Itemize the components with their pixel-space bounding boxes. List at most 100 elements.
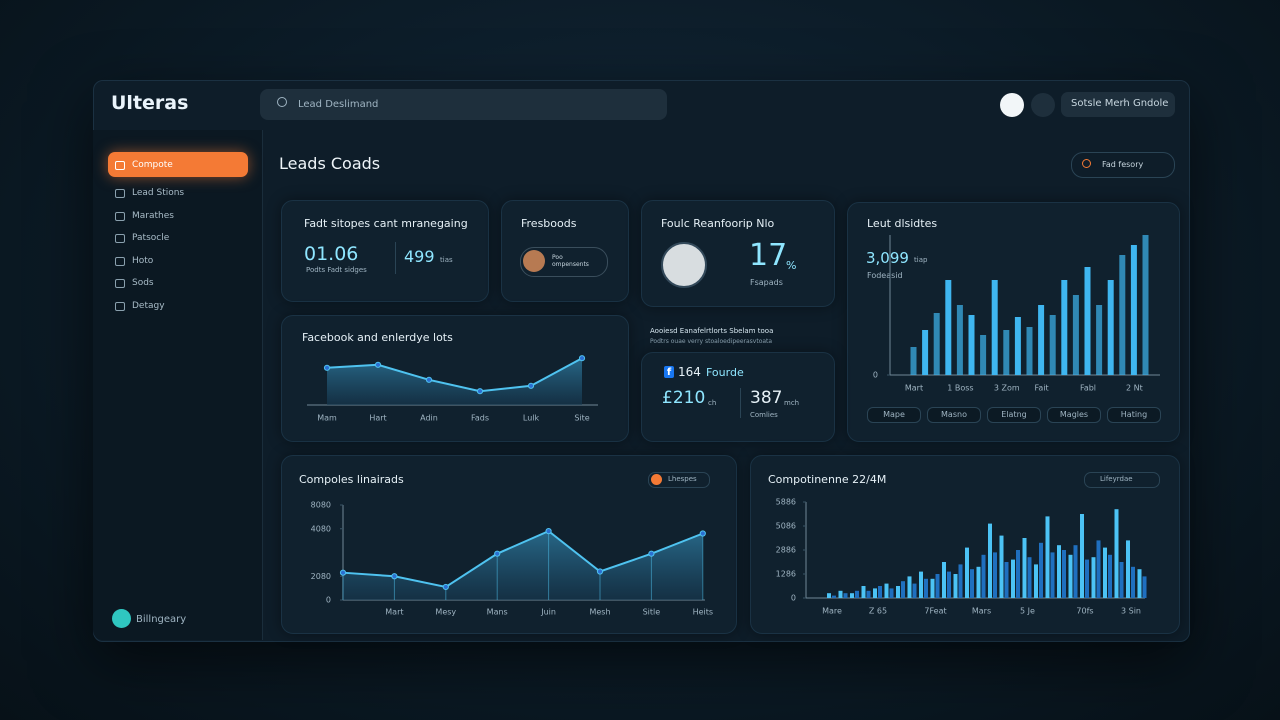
nav-item[interactable]: Lead Stions	[132, 188, 185, 198]
chip-button[interactable]: Mape	[867, 407, 921, 423]
bar	[1057, 545, 1061, 598]
filter-button[interactable]	[1071, 152, 1175, 178]
bar	[1114, 509, 1119, 598]
bar	[1131, 566, 1135, 598]
user-avatar	[112, 609, 131, 628]
bar	[1085, 559, 1089, 598]
badge[interactable]	[1084, 472, 1160, 488]
bar	[1003, 330, 1010, 375]
point	[476, 388, 484, 395]
x-tick-label: 2 Nt	[1126, 384, 1143, 393]
bar	[1096, 305, 1103, 375]
top-button[interactable]	[1061, 92, 1175, 117]
y-tick-label: 5086	[776, 522, 796, 531]
nav-item[interactable]: Sods	[132, 278, 154, 288]
search-icon	[277, 97, 287, 107]
card-title: Compoles linairads	[299, 473, 404, 486]
metric-caption: Fsapads	[750, 278, 783, 287]
bar	[1107, 280, 1114, 375]
chip-button[interactable]: Elatng	[987, 407, 1041, 423]
bar	[850, 593, 854, 598]
metric-caption: Podts Fadt sidges	[306, 266, 367, 274]
bar	[947, 571, 951, 598]
user-name[interactable]: Billngeary	[136, 614, 187, 625]
chip-button[interactable]: Magles	[1047, 407, 1101, 423]
avatar	[523, 250, 545, 272]
y-tick-label: 0	[326, 596, 331, 605]
profile-pill[interactable]	[520, 247, 608, 277]
bar	[1038, 305, 1045, 375]
settings-button[interactable]	[1031, 93, 1055, 117]
bar	[1091, 557, 1096, 598]
badge[interactable]	[648, 472, 710, 488]
divider	[395, 242, 396, 274]
bar	[1080, 514, 1084, 598]
x-tick-label: Juin	[540, 608, 556, 617]
line	[342, 529, 704, 589]
facebook-icon: f	[664, 366, 674, 378]
metric-unit: tias	[440, 256, 453, 264]
bar	[953, 574, 958, 598]
nav-item[interactable]: Compote	[132, 160, 173, 170]
nav-icon	[115, 279, 125, 288]
search-text[interactable]: Lead Deslimand	[298, 99, 379, 110]
divider	[740, 388, 741, 418]
metric-unit: mch	[784, 399, 800, 407]
logo[interactable]: Ulteras	[111, 92, 189, 114]
bar	[1062, 550, 1066, 598]
y-tick-label: 0	[791, 594, 796, 603]
point	[596, 568, 604, 575]
x-tick-label: Heits	[693, 608, 713, 617]
metric-unit: tiap	[914, 256, 928, 264]
x-tick-label: 7Feat	[924, 607, 946, 616]
nav-icon	[115, 189, 125, 198]
nav-icon	[115, 256, 125, 266]
metric-caption: Fodeasid	[867, 271, 903, 280]
bar	[1022, 538, 1027, 598]
nav-item[interactable]: Marathes	[132, 210, 174, 221]
bar	[945, 280, 952, 375]
active-nav[interactable]	[108, 152, 248, 177]
bar	[965, 547, 969, 598]
metric-unit: ch	[708, 399, 717, 407]
nav-item[interactable]: Detagy	[132, 300, 165, 311]
bar	[1126, 540, 1130, 598]
metric: 164	[678, 365, 701, 379]
bar	[1045, 516, 1050, 598]
badge-label[interactable]: Lhespes	[668, 475, 697, 483]
nav-item[interactable]: Hoto	[132, 255, 154, 266]
bar	[1039, 542, 1043, 598]
notification-button[interactable]	[1000, 93, 1024, 117]
metric: 387	[750, 388, 783, 408]
x-tick-label: Mans	[487, 608, 508, 617]
x-tick-label: Mars	[972, 607, 991, 616]
bar	[991, 280, 998, 375]
bar	[1119, 255, 1126, 375]
bar	[910, 347, 917, 375]
bar	[958, 564, 963, 598]
metric: 17	[749, 238, 788, 273]
bar	[1026, 327, 1033, 375]
filter-icon	[1082, 159, 1091, 168]
chip-button[interactable]: Hating	[1107, 407, 1161, 423]
metric: 499	[404, 247, 435, 266]
card-title: Leut dlsidtes	[867, 217, 938, 230]
bar	[1016, 550, 1020, 598]
metric-caption: Comlies	[750, 411, 778, 419]
nav-item[interactable]: Patsocle	[132, 233, 170, 243]
bar	[1011, 559, 1015, 598]
top-button-label[interactable]: Sotsle Merh Gndole	[1071, 98, 1169, 109]
search-box[interactable]	[260, 89, 667, 120]
filter-label[interactable]: Fad fesory	[1102, 160, 1144, 169]
bar	[1072, 295, 1079, 375]
x-tick-label: 70fs	[1076, 607, 1093, 616]
sidebar	[93, 130, 263, 640]
badge-label[interactable]: Lifeyrdae	[1100, 475, 1133, 483]
chip-button[interactable]: Masno	[927, 407, 981, 423]
x-tick-label: Mare	[822, 607, 842, 616]
y-tick-label: 0	[873, 371, 878, 380]
card	[281, 200, 489, 302]
x-tick-label: Mesh	[589, 608, 610, 617]
y-tick-label: 1286	[776, 570, 796, 579]
